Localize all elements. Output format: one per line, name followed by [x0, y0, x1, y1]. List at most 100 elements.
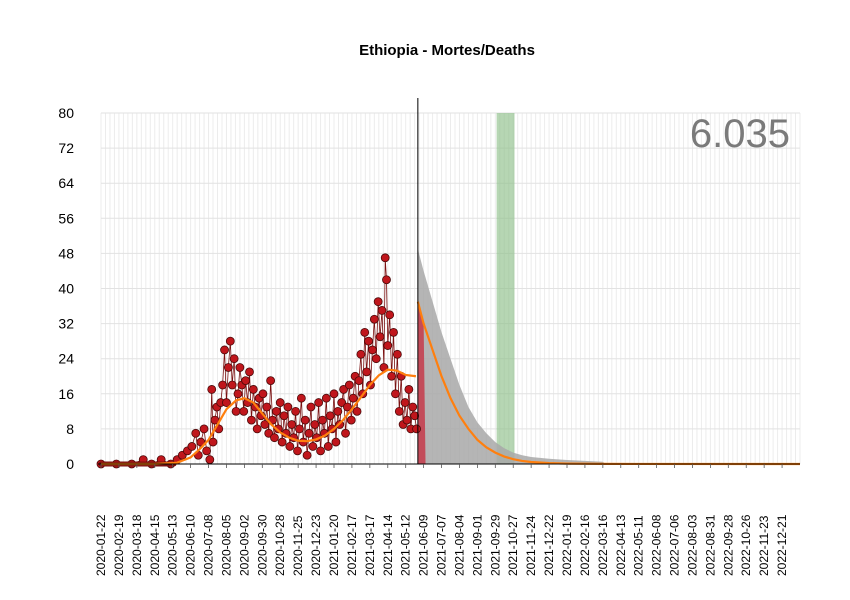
y-tick-label: 24	[58, 351, 74, 367]
data-point	[404, 385, 414, 394]
data-point	[260, 420, 270, 429]
highlight-band	[496, 113, 515, 464]
x-tick-label: 2020-09-30	[255, 514, 269, 576]
data-point	[202, 446, 212, 456]
data-point	[205, 455, 215, 465]
data-point	[382, 275, 391, 285]
y-tick-label: 80	[58, 105, 74, 121]
data-point	[291, 406, 300, 416]
data-point	[279, 411, 289, 421]
data-point	[385, 310, 395, 320]
data-point	[369, 314, 379, 324]
data-point	[220, 345, 229, 355]
x-tick-label: 2021-08-04	[452, 514, 466, 576]
y-tick-label: 32	[58, 316, 74, 332]
y-tick-label: 56	[58, 210, 74, 226]
data-point	[187, 442, 197, 451]
data-point	[247, 415, 256, 425]
highlight-band-rect	[496, 113, 515, 464]
data-point	[380, 253, 390, 263]
y-tick-label: 40	[58, 281, 74, 297]
x-tick-label: 2022-05-11	[632, 515, 646, 576]
x-tick-label: 2020-01-22	[94, 514, 108, 576]
x-tick-label: 2021-09-01	[470, 514, 484, 576]
x-tick-label: 2021-10-27	[506, 514, 520, 576]
data-point	[199, 424, 209, 434]
data-point	[360, 327, 370, 337]
x-tick-label: 2020-12-23	[309, 514, 323, 576]
data-point	[346, 415, 356, 425]
data-point	[296, 393, 306, 403]
data-point	[252, 424, 262, 434]
x-tick-label: 2021-09-29	[488, 514, 502, 576]
x-tick-label: 2021-07-07	[435, 514, 449, 576]
y-tick-label: 72	[58, 140, 74, 156]
data-point	[241, 376, 251, 386]
x-tick-label: 2022-03-16	[596, 514, 610, 576]
data-point	[271, 406, 281, 416]
y-tick-label: 16	[58, 386, 74, 402]
x-tick-label: 2020-09-02	[237, 514, 251, 576]
data-point	[392, 349, 402, 359]
x-tick-label: 2021-03-17	[363, 514, 377, 576]
data-point	[337, 398, 347, 407]
data-point	[196, 437, 206, 447]
data-point	[258, 389, 268, 399]
grid	[100, 112, 801, 465]
x-tick-label: 2020-06-10	[184, 514, 198, 576]
data-point	[348, 393, 358, 403]
data-point	[356, 349, 366, 359]
x-axis-ticks: 2020-01-22 2020-02-19 2020-03-18 2020-04-15…	[94, 464, 789, 576]
x-tick-label: 2022-01-19	[560, 514, 574, 576]
data-point	[233, 389, 243, 399]
data-point	[248, 385, 258, 394]
data-point	[343, 402, 352, 412]
data-point	[410, 411, 420, 421]
y-tick-label: 64	[58, 175, 74, 191]
x-tick-label: 2021-01-20	[327, 514, 341, 576]
data-point	[310, 420, 320, 429]
data-point	[325, 411, 335, 421]
x-tick-label: 2022-07-06	[668, 514, 682, 576]
data-point	[329, 389, 339, 399]
data-point	[368, 345, 377, 355]
data-point	[273, 424, 283, 434]
x-tick-label: 2020-10-28	[273, 514, 287, 576]
data-point	[383, 341, 393, 350]
x-tick-label: 2021-06-09	[417, 514, 431, 576]
data-point	[341, 428, 350, 438]
axes	[98, 98, 800, 465]
x-tick-label: 2020-08-05	[219, 514, 233, 576]
data-point	[300, 415, 310, 425]
data-point	[262, 402, 272, 412]
data-point	[331, 437, 341, 447]
data-point	[223, 363, 233, 372]
data-point	[344, 380, 354, 390]
data-point	[321, 393, 331, 403]
data-point	[304, 428, 314, 438]
data-point	[400, 398, 410, 407]
x-tick-label: 2020-07-08	[202, 514, 216, 576]
data-point	[354, 376, 364, 386]
x-tick-label: 2022-06-08	[650, 514, 664, 576]
x-tick-label: 2021-11-24	[524, 515, 538, 576]
x-tick-label: 2020-03-18	[130, 514, 144, 576]
data-point	[208, 437, 218, 447]
x-tick-label: 2021-12-22	[542, 514, 556, 576]
x-tick-label: 2022-10-26	[739, 514, 753, 576]
y-axis-ticks: 0 8 16 24 32 40 48 56 64 72 80	[58, 105, 74, 472]
data-point	[375, 332, 385, 342]
data-point	[339, 385, 349, 394]
y-tick-label: 48	[58, 245, 74, 261]
forecast-layer	[417, 249, 606, 464]
data-point	[277, 437, 287, 447]
x-tick-label: 2020-02-19	[112, 514, 126, 576]
data-point	[408, 402, 418, 412]
x-tick-label: 2022-08-31	[703, 514, 717, 576]
data-point	[308, 442, 318, 451]
data-point	[275, 398, 285, 407]
forecast-line	[416, 301, 801, 466]
data-point	[362, 367, 372, 377]
data-point	[287, 420, 297, 429]
